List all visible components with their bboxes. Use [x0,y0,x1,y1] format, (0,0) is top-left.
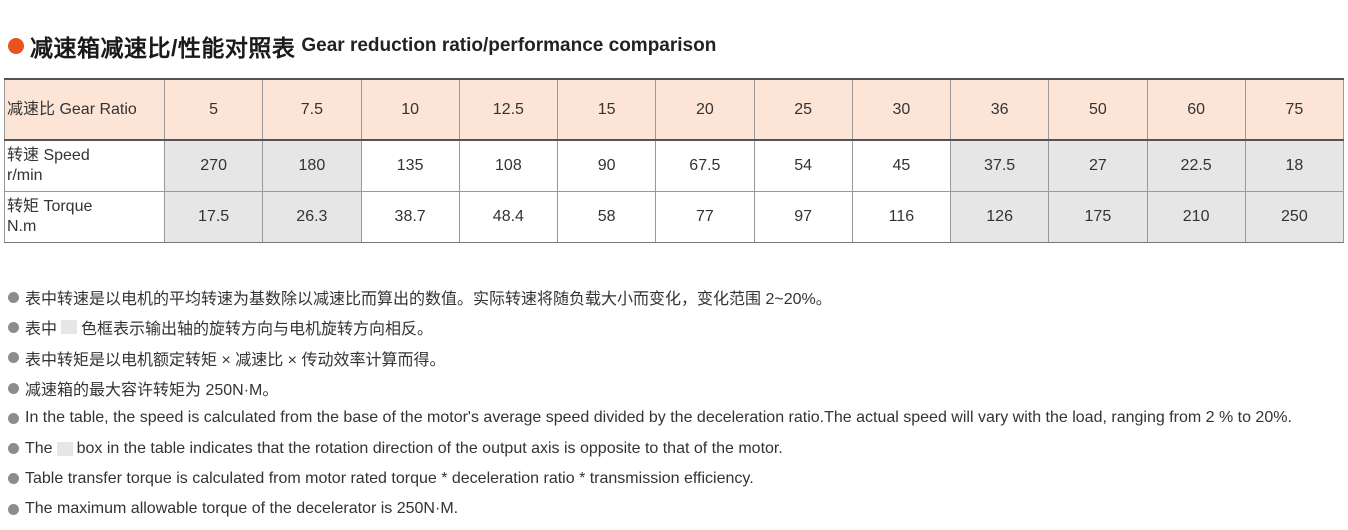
bullet-icon [8,382,19,394]
speed-label-text: 转速 Speed [7,147,90,164]
torque-cell: 175 [1048,191,1148,243]
speed-cell: 180 [262,139,362,192]
orange-dot-icon [8,38,24,54]
torque-label: 转矩 Torque N.m [4,191,165,243]
note-en-4: The maximum allowable torque of the dece… [8,494,1338,524]
gear-ratio-cell: 30 [851,78,952,141]
note-en-2: The box in the table indicates that the … [8,433,1338,463]
gear-ratio-cell: 5 [163,78,264,141]
torque-cell: 38.7 [360,191,460,243]
note-text: Table transfer torque is calculated from… [25,469,754,487]
note-text: 表中转速是以电机的平均转速为基数除以减速比而算出的数值。实际转速将随负载大小而变… [25,291,832,309]
torque-cell: 210 [1146,191,1246,243]
gear-ratio-cell: 75 [1244,78,1345,141]
speed-cell: 54 [753,139,853,192]
note-cn-4: 减速箱的最大容许转矩为 250N·M。 [8,373,1338,403]
table-row-torque: 转矩 Torque N.m 17.5 26.3 38.7 48.4 58 77 97 116 1… [4,191,1345,243]
torque-cell: 58 [556,191,657,243]
bullet-icon [8,503,19,515]
note-cn-2: 表中 色框表示输出轴的旋转方向与电机旋转方向相反。 [8,312,1338,342]
torque-unit: N.m [7,218,37,235]
gear-ratio-cell: 12.5 [458,78,559,141]
note-en-3: Table transfer torque is calculated from… [8,464,1338,494]
speed-cell: 22.5 [1146,139,1246,192]
note-text: box in the table indicates that the rota… [76,439,783,457]
note-text: 表中 [25,321,58,339]
gear-ratio-table: 减速比 Gear Ratio 5 7.5 10 12.5 15 20 25 30 36 50 60 7… [4,78,1345,243]
table-header-row: 减速比 Gear Ratio 5 7.5 10 12.5 15 20 25 30 36 50 60 7… [4,78,1345,141]
speed-cell: 90 [556,139,657,192]
note-text: The [25,439,53,457]
title-english: Gear reduction ratio/performance compari… [301,35,717,56]
notes-list: 表中转速是以电机的平均转速为基数除以减速比而算出的数值。实际转速将随负载大小而变… [8,282,1338,524]
gear-ratio-cell: 10 [360,78,460,141]
note-cn-1: 表中转速是以电机的平均转速为基数除以减速比而算出的数值。实际转速将随负载大小而变… [8,282,1338,312]
bullet-icon [8,291,19,303]
torque-cell: 17.5 [163,191,264,243]
gear-ratio-cell: 36 [949,78,1050,141]
speed-cell: 37.5 [949,139,1050,192]
speed-cell: 67.5 [655,139,755,192]
note-text: 色框表示输出轴的旋转方向与电机旋转方向相反。 [81,321,434,339]
gray-swatch-icon [61,320,78,335]
speed-cell: 108 [458,139,559,192]
bullet-icon [8,321,19,333]
speed-cell: 45 [851,139,952,192]
gray-swatch-icon [56,441,73,456]
page-title: 减速箱减速比/性能对照表 Gear reduction ratio/perfor… [8,30,716,62]
gear-ratio-cell: 60 [1146,78,1246,141]
gear-ratio-cell: 15 [556,78,657,141]
torque-cell: 116 [851,191,952,243]
note-text: In the table, the speed is calculated fr… [25,409,1292,427]
torque-cell: 48.4 [458,191,559,243]
speed-cell: 27 [1048,139,1148,192]
gear-ratio-cell: 7.5 [262,78,362,141]
bullet-icon [8,352,19,364]
speed-cell: 18 [1244,139,1345,192]
note-text: 表中转矩是以电机额定转矩 × 减速比 × 传动效率计算而得。 [25,351,446,369]
gear-ratio-label: 减速比 Gear Ratio [4,78,165,141]
speed-cell: 135 [360,139,460,192]
torque-cell: 126 [949,191,1050,243]
torque-cell: 97 [753,191,853,243]
torque-cell: 26.3 [262,191,362,243]
torque-cell: 77 [655,191,755,243]
gear-ratio-cell: 25 [753,78,853,141]
table-row-speed: 转速 Speed r/min 270 180 135 108 90 67.5 54 45 37.… [4,139,1345,192]
speed-label: 转速 Speed r/min [4,139,165,192]
speed-unit: r/min [7,167,43,184]
note-text: The maximum allowable torque of the dece… [25,500,459,518]
speed-cell: 270 [163,139,264,192]
bullet-icon [8,443,19,455]
title-chinese: 减速箱减速比/性能对照表 [30,35,296,61]
torque-label-text: 转矩 Torque [7,198,93,215]
note-en-1: In the table, the speed is calculated fr… [8,403,1338,433]
gear-ratio-cell: 50 [1048,78,1148,141]
gear-ratio-cell: 20 [655,78,755,141]
bullet-icon [8,473,19,485]
note-cn-3: 表中转矩是以电机额定转矩 × 减速比 × 传动效率计算而得。 [8,343,1338,373]
bullet-icon [8,412,19,424]
torque-cell: 250 [1244,191,1345,243]
note-text: 减速箱的最大容许转矩为 250N·M。 [25,382,279,400]
